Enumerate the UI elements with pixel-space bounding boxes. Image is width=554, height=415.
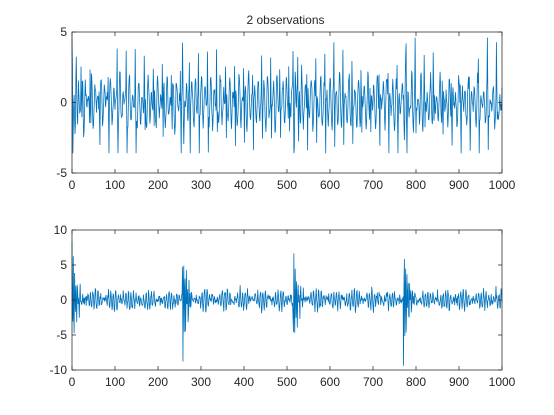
- x-tick-label: 200: [148, 375, 168, 389]
- bottom-x-ticks: 0 100 200 300 400 500 600 700 800 900 1000: [69, 230, 516, 389]
- y-tick-label: 5: [60, 25, 67, 39]
- x-tick-label: 700: [363, 375, 383, 389]
- x-tick-label: 100: [105, 375, 125, 389]
- top-x-ticks: 0 100 200 300 400 500 600 700 800 900 1000: [69, 32, 516, 192]
- x-tick-label: 400: [234, 375, 254, 389]
- y-tick-label: -5: [56, 328, 67, 342]
- bottom-axes: 0 100 200 300 400 500 600 700 800 900 1000 -10 -5 0 5…: [50, 223, 516, 389]
- x-tick-label: 300: [191, 178, 211, 192]
- x-tick-label: 800: [406, 375, 426, 389]
- x-tick-label: 1000: [489, 178, 516, 192]
- x-tick-label: 600: [320, 178, 340, 192]
- x-tick-label: 400: [234, 178, 254, 192]
- x-tick-label: 900: [449, 178, 469, 192]
- x-tick-label: 900: [449, 375, 469, 389]
- chart-title: 2 observations: [246, 13, 324, 27]
- y-tick-label: -10: [50, 363, 68, 377]
- y-tick-label: 0: [60, 293, 67, 307]
- x-tick-label: 200: [148, 178, 168, 192]
- x-tick-label: 500: [277, 375, 297, 389]
- top-axes: 0 100 200 300 400 500 600 700 800 900 1000 -505: [56, 25, 515, 192]
- bottom-signal-series: [71, 241, 503, 366]
- x-tick-label: 1000: [489, 375, 516, 389]
- bottom-signal-line: [71, 241, 503, 366]
- x-tick-label: 700: [363, 178, 383, 192]
- top-y-ticks: -5 0 5: [56, 25, 502, 180]
- y-tick-label: 10: [54, 223, 68, 237]
- y-tick-label: -5: [56, 166, 67, 180]
- x-tick-label: 600: [320, 375, 340, 389]
- x-tick-label: 800: [406, 178, 426, 192]
- x-tick-label: 100: [105, 178, 125, 192]
- x-tick-label: 0: [69, 375, 76, 389]
- x-tick-label: 0: [69, 178, 76, 192]
- x-tick-label: 300: [191, 375, 211, 389]
- bottom-y-ticks: -10 -5 0 5 10: [50, 223, 502, 377]
- top-signal-series: [71, 37, 503, 154]
- y-tick-label: 0: [60, 96, 67, 110]
- y-tick-label: 5: [60, 258, 67, 272]
- top-signal-line: [71, 37, 503, 154]
- x-tick-label: 500: [277, 178, 297, 192]
